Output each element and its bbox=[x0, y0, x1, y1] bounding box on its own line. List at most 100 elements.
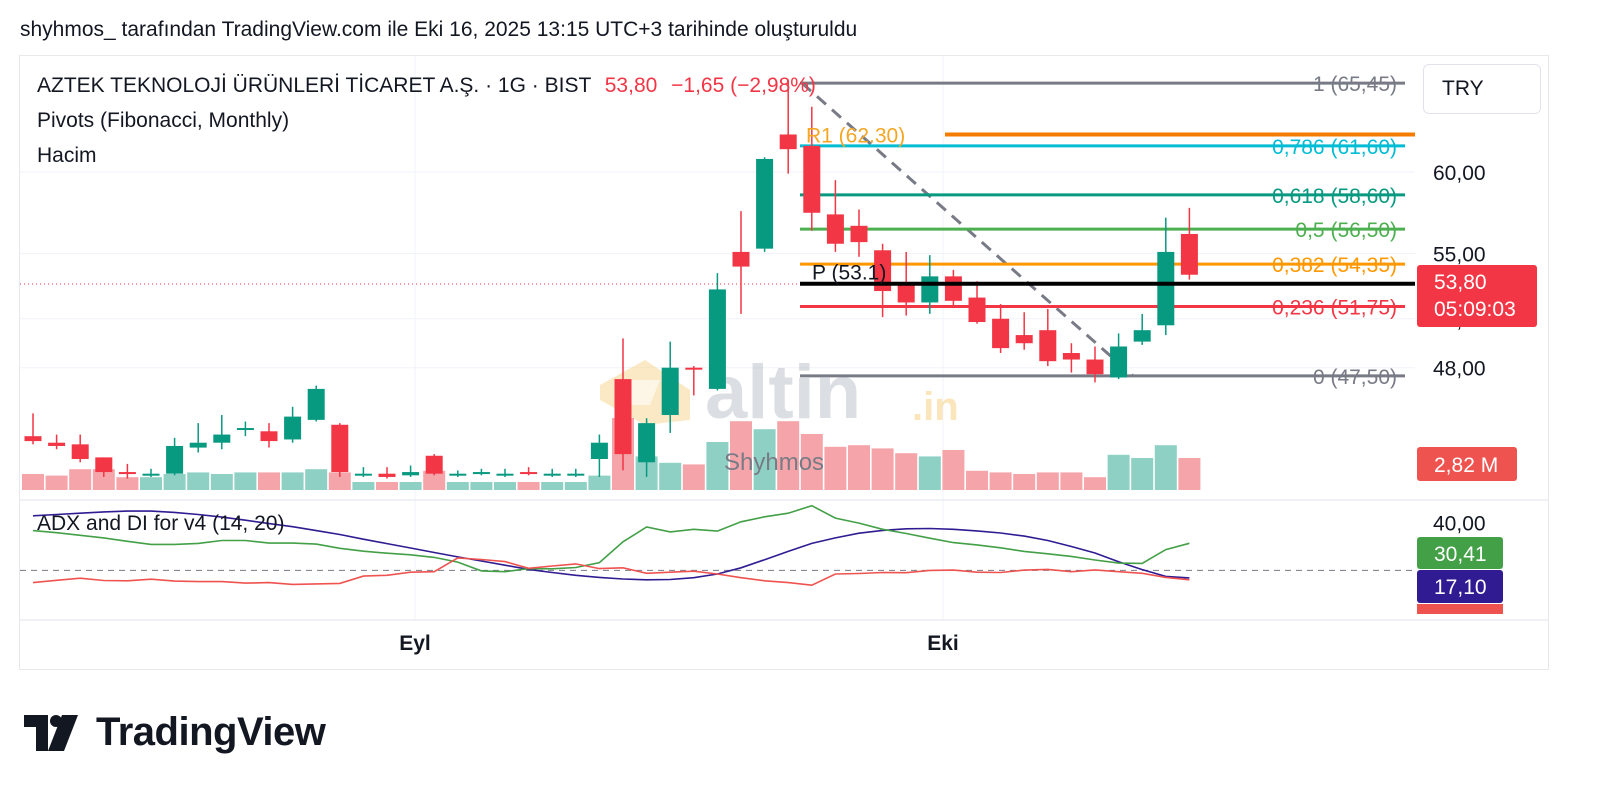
volume-bar bbox=[1036, 472, 1059, 490]
volume-bar bbox=[1013, 474, 1036, 490]
volume-bar bbox=[659, 462, 682, 490]
tradingview-logo[interactable]: TradingView bbox=[24, 710, 326, 755]
currency-selector[interactable]: TRY bbox=[1423, 64, 1541, 114]
candle-body bbox=[1062, 353, 1080, 360]
candle-body bbox=[708, 289, 726, 389]
volume-bar bbox=[777, 421, 800, 490]
volume-bar bbox=[305, 469, 328, 490]
volume-bar bbox=[399, 482, 422, 490]
legend-last-price: 53,80 bbox=[604, 74, 658, 97]
candle-body bbox=[378, 473, 396, 477]
adx-series-di_plus bbox=[32, 504, 1190, 573]
candle-body bbox=[732, 251, 750, 267]
di-plus-tag-value: 30,41 bbox=[1434, 543, 1487, 566]
candle-body bbox=[472, 472, 490, 475]
candle-body bbox=[850, 225, 868, 243]
pivot-r1-label: R1 (62.30) bbox=[806, 124, 905, 147]
tradingview-wordmark: TradingView bbox=[96, 710, 326, 754]
candle-body bbox=[1039, 330, 1057, 362]
fib-level-label: 0,5 (56,50) bbox=[1295, 219, 1397, 242]
candle-body bbox=[331, 424, 349, 473]
adx-tag bbox=[1417, 570, 1503, 603]
volume-bar bbox=[1084, 477, 1106, 490]
volume-bar bbox=[1178, 458, 1201, 490]
chart-frame[interactable] bbox=[19, 55, 1549, 670]
current-price-tag bbox=[1417, 265, 1537, 327]
candle-body bbox=[520, 472, 538, 475]
candle-body bbox=[614, 379, 632, 455]
volume-bar bbox=[234, 472, 257, 490]
candle-body bbox=[543, 473, 561, 476]
volume-bar bbox=[140, 477, 162, 490]
candle-body bbox=[425, 455, 443, 474]
candle-body bbox=[1086, 359, 1104, 375]
volume-bar bbox=[1154, 445, 1177, 490]
candle-body bbox=[48, 442, 66, 446]
volume-bar bbox=[470, 482, 493, 490]
volume-bar bbox=[92, 469, 115, 490]
volume-bar bbox=[210, 474, 233, 490]
adx-pane bbox=[20, 504, 1415, 587]
candle-body bbox=[118, 472, 136, 475]
volume-tag bbox=[1417, 447, 1517, 481]
price-tick-label: 60,00 bbox=[1433, 162, 1486, 185]
volume-bar bbox=[494, 482, 516, 490]
author-watermark: Shyhmos bbox=[724, 449, 824, 476]
di-plus-tag bbox=[1417, 537, 1503, 569]
volume-bar bbox=[187, 472, 210, 490]
volume-bar bbox=[942, 450, 965, 490]
candle-body bbox=[779, 134, 797, 150]
volume-bar bbox=[706, 442, 729, 490]
volume-bar bbox=[918, 456, 941, 490]
adx-series-adx bbox=[32, 510, 1190, 581]
candle-body bbox=[803, 145, 821, 213]
candle-body bbox=[213, 434, 231, 443]
volume-bar bbox=[848, 445, 870, 490]
volume-bar bbox=[376, 482, 398, 490]
volume-bar bbox=[1060, 472, 1083, 490]
volume-bar bbox=[895, 453, 918, 490]
candle-body bbox=[449, 473, 467, 476]
fibonacci-retracement: 1 (65,45) 0,786 (61,60) 0,618 (58,60) 0,5 (… bbox=[800, 73, 1405, 389]
candle-body bbox=[897, 284, 915, 303]
legend-symbol-row: AZTEK TEKNOLOJİ ÜRÜNLERİ TİCARET A.Ş. · … bbox=[37, 74, 816, 98]
candle-body bbox=[874, 250, 892, 292]
volume-bar bbox=[1131, 458, 1154, 490]
candle-body bbox=[944, 276, 962, 301]
volume-bar bbox=[163, 474, 186, 490]
candle-body bbox=[1015, 335, 1033, 344]
fib-level-label: 1 (65,45) bbox=[1313, 73, 1397, 96]
legend-symbol: AZTEK TEKNOLOJİ ÜRÜNLERİ TİCARET A.Ş. · … bbox=[37, 74, 591, 97]
volume-bar bbox=[588, 475, 611, 490]
volume-bar bbox=[258, 472, 280, 490]
di-minus-tag bbox=[1417, 604, 1503, 614]
candle-body bbox=[284, 416, 302, 440]
pivot-p-label: P (53.1) bbox=[812, 262, 886, 285]
legend-pivots[interactable]: Pivots (Fibonacci, Monthly) bbox=[37, 109, 290, 132]
candle-body bbox=[992, 318, 1010, 349]
candle-body bbox=[354, 473, 372, 476]
watermark-brand: altin bbox=[705, 350, 861, 435]
candlesticks bbox=[24, 80, 1198, 479]
watermark-suffix: .in bbox=[912, 385, 959, 429]
candle-body bbox=[1110, 346, 1128, 378]
candle-body bbox=[826, 214, 844, 244]
legend-adx[interactable]: ADX and DI for v4 (14, 20) bbox=[37, 512, 285, 535]
candle-body bbox=[1133, 330, 1151, 342]
volume-bar bbox=[328, 472, 351, 490]
price-tick-label: 48,00 bbox=[1433, 358, 1486, 381]
fib-level-label: 0,786 (61,60) bbox=[1272, 136, 1397, 159]
legend-volume[interactable]: Hacim bbox=[37, 144, 97, 167]
candle-body bbox=[921, 276, 939, 303]
candle-body bbox=[236, 428, 254, 431]
pivot-levels: P (53.1) R1 (62.30) bbox=[800, 124, 1415, 286]
fib-level-label: 0,236 (51,75) bbox=[1272, 297, 1397, 320]
candle-body bbox=[260, 431, 278, 442]
volume-bar bbox=[423, 470, 446, 490]
volume-bar bbox=[281, 472, 304, 490]
volume-bar bbox=[753, 429, 776, 490]
fib-level-label: 0 (47,50) bbox=[1313, 366, 1397, 389]
candle-body bbox=[307, 388, 325, 420]
fib-level-label: 0,618 (58,60) bbox=[1272, 185, 1397, 208]
